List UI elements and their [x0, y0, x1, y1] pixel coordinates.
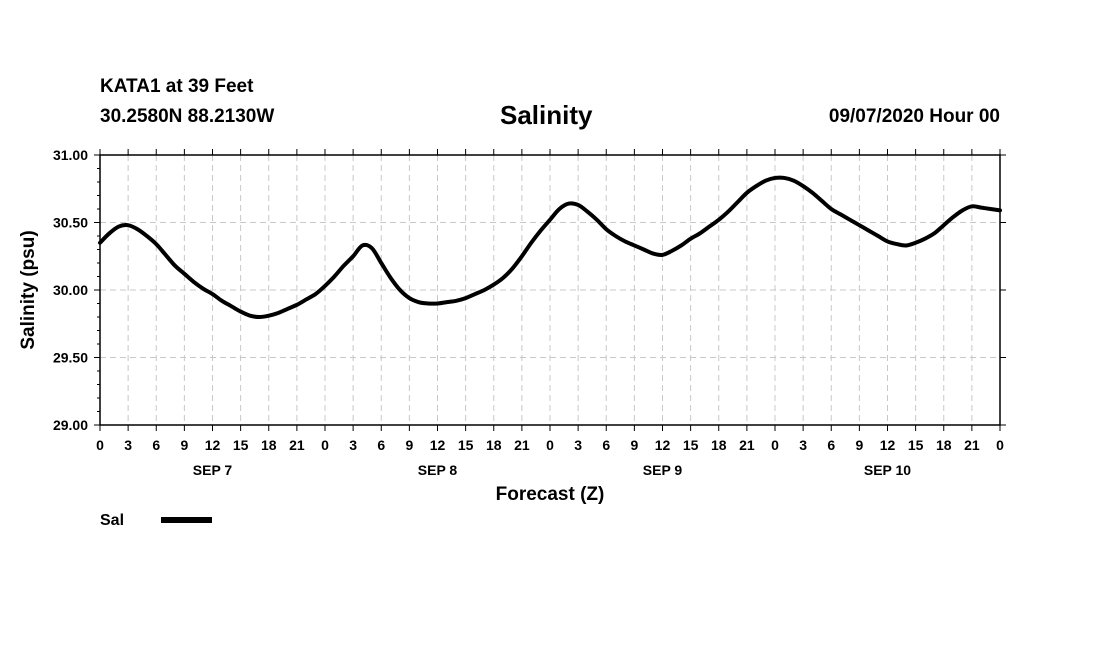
x-tick-label: 12 [655, 437, 671, 453]
x-tick-label: 21 [289, 437, 305, 453]
x-tick-label: 15 [908, 437, 924, 453]
x-tick-label: 15 [458, 437, 474, 453]
y-tick-label: 29.50 [53, 350, 88, 366]
x-tick-label: 9 [180, 437, 188, 453]
x-tick-label: 6 [602, 437, 610, 453]
x-tick-label: 18 [936, 437, 952, 453]
y-tick-label: 30.00 [53, 282, 88, 298]
x-tick-label: 15 [683, 437, 699, 453]
series-line-sal [98, 175, 1002, 319]
x-tick-label: 9 [405, 437, 413, 453]
issue-time: 09/07/2020 Hour 00 [828, 106, 1000, 127]
x-tick-label: 0 [96, 437, 104, 453]
x-tick-label: 15 [233, 437, 249, 453]
x-tick-label: 6 [152, 437, 160, 453]
x-tick-label: 9 [855, 437, 863, 453]
x-tick-label: 6 [377, 437, 385, 453]
grid-layer [100, 155, 1000, 425]
station-coordinates: 30.2580N 88.2130W [100, 106, 275, 127]
x-tick-label: 18 [711, 437, 727, 453]
x-tick-label: 12 [880, 437, 896, 453]
x-tick-label: 0 [321, 437, 329, 453]
x-day-label: SEP 8 [418, 462, 458, 478]
x-tick-label: 12 [205, 437, 221, 453]
y-axis-title: Salinity (psu) [18, 230, 39, 349]
x-tick-label: 18 [261, 437, 277, 453]
chart-title: Salinity [500, 100, 593, 130]
x-axis-title: Forecast (Z) [496, 484, 605, 505]
x-tick-label: 0 [771, 437, 779, 453]
station-name: KATA1 at 39 Feet [100, 76, 254, 97]
x-tick-label: 18 [486, 437, 502, 453]
x-tick-label: 3 [124, 437, 132, 453]
x-tick-label: 0 [996, 437, 1004, 453]
x-day-label: SEP 9 [643, 462, 683, 478]
label-layer: 29.00 29.50 30.00 30.50 31.00 0 3 6 9 12 15 18 21 0 3 6… [53, 147, 1004, 478]
legend-label: Sal [100, 512, 124, 529]
x-day-label: SEP 10 [864, 462, 911, 478]
x-tick-label: 21 [964, 437, 980, 453]
x-tick-label: 9 [630, 437, 638, 453]
tick-layer [94, 149, 1006, 431]
y-tick-label: 30.50 [53, 215, 88, 231]
x-day-label: SEP 7 [193, 462, 233, 478]
x-tick-label: 6 [827, 437, 835, 453]
x-tick-label: 12 [430, 437, 446, 453]
x-tick-label: 3 [574, 437, 582, 453]
y-tick-label: 31.00 [53, 147, 88, 163]
x-tick-label: 0 [546, 437, 554, 453]
x-tick-label: 21 [514, 437, 530, 453]
y-tick-label: 29.00 [53, 417, 88, 433]
x-tick-label: 21 [739, 437, 755, 453]
x-tick-label: 3 [799, 437, 807, 453]
x-tick-label: 3 [349, 437, 357, 453]
